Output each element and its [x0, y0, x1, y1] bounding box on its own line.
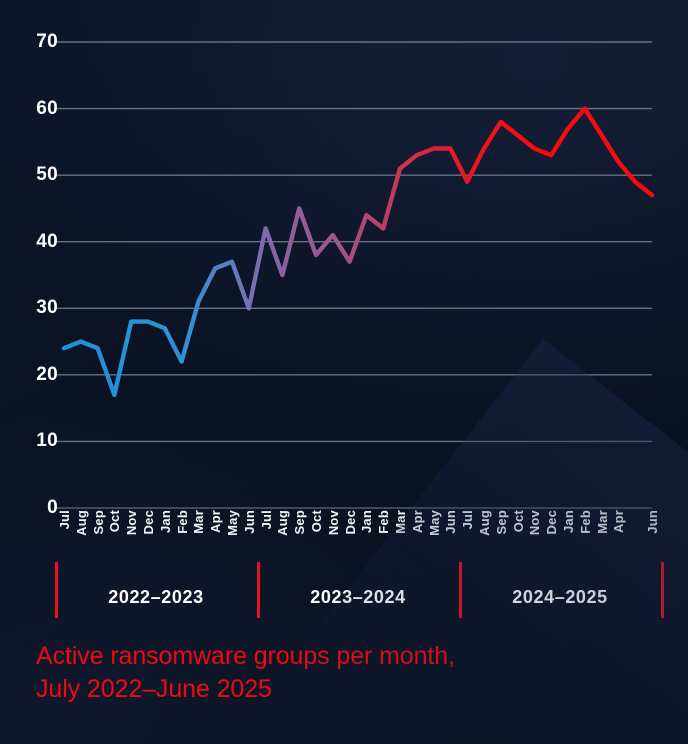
x-axis-tick-label: Jul — [258, 510, 274, 530]
x-axis-tick-label: Nov — [527, 510, 543, 536]
x-axis-tick-label: Sep — [493, 510, 509, 535]
year-group-separator — [54, 562, 58, 618]
year-group-separator — [661, 562, 665, 618]
year-group-label: 2024–2025 — [512, 587, 608, 607]
year-group-separator — [257, 562, 261, 618]
y-axis-tick-30: 30 — [36, 297, 58, 319]
y-axis-tick-70: 70 — [36, 31, 58, 52]
y-axis-tick-0: 0 — [47, 497, 58, 518]
x-axis-tick-label: Apr — [611, 510, 627, 533]
x-axis-tick-label: Jun — [645, 510, 660, 534]
x-axis-tick-label: Dec — [544, 510, 560, 535]
x-axis-tick-label: Jan — [157, 510, 173, 534]
year-group-separator — [458, 562, 462, 618]
x-axis-tick-label: Mar — [393, 510, 408, 534]
x-axis-tick-label: Feb — [174, 510, 190, 534]
x-axis-tick-label: Oct — [107, 510, 123, 533]
y-axis-tick-40: 40 — [36, 230, 58, 252]
x-axis-month-labels: Jul Aug Sep Oct Nov Dec Jan Feb Mar Apr May Jun Jul A… — [0, 508, 688, 560]
y-axis-tick-10: 10 — [36, 430, 58, 452]
year-group-band: 2022–2023 2023–2024 2024–2025 — [0, 562, 688, 624]
gridlines — [56, 41, 652, 509]
x-axis-tick-label: Apr — [208, 510, 224, 533]
x-axis-tick-label: May — [225, 510, 240, 536]
x-axis-tick-label: Aug — [275, 510, 291, 536]
y-axis-tick-labels: 70 60 50 40 30 20 10 0 — [0, 0, 58, 744]
data-line-series — [61, 106, 655, 398]
y-axis-tick-50: 50 — [36, 164, 58, 186]
chart-title-line-2: July 2022–June 2025 — [36, 675, 272, 703]
x-axis-tick-label: Aug — [477, 510, 492, 536]
x-axis-tick-label: Jan — [561, 510, 576, 534]
year-group-label: 2022–2023 — [108, 587, 204, 607]
x-axis-tick-label: Jul — [460, 510, 476, 530]
x-axis-tick-label: Dec — [342, 510, 358, 535]
x-axis-tick-label: Oct — [510, 510, 526, 533]
x-axis-tick-label: Aug — [73, 510, 89, 536]
x-axis-tick-label: Dec — [141, 510, 156, 535]
x-axis-tick-label: Nov — [325, 510, 341, 536]
x-axis-tick-label: Feb — [376, 510, 392, 534]
chart-title-line-1: Active ransomware groups per month, — [36, 642, 455, 670]
x-axis-tick-label: Mar — [191, 510, 207, 534]
x-axis-tick-label: Jun — [443, 510, 459, 534]
x-axis-tick-label: Jun — [241, 510, 257, 534]
chart-title: Active ransomware groups per month, July… — [36, 640, 656, 706]
x-axis-tick-label: Sep — [292, 510, 308, 535]
x-axis-tick-label: Nov — [124, 510, 140, 536]
x-axis-tick-label: Feb — [577, 510, 593, 534]
x-axis-tick-label: May — [426, 510, 442, 536]
x-axis-tick-label: Mar — [594, 510, 610, 534]
x-axis-tick-label: Oct — [309, 510, 324, 533]
y-axis-tick-60: 60 — [36, 97, 58, 119]
x-axis-tick-label: Sep — [90, 510, 106, 535]
x-axis-tick-label: Apr — [409, 510, 425, 533]
y-axis-tick-20: 20 — [36, 363, 58, 385]
year-group-label: 2023–2024 — [310, 587, 406, 607]
x-axis-tick-label: Jul — [57, 510, 72, 530]
x-axis-tick-label: Jan — [359, 510, 375, 534]
